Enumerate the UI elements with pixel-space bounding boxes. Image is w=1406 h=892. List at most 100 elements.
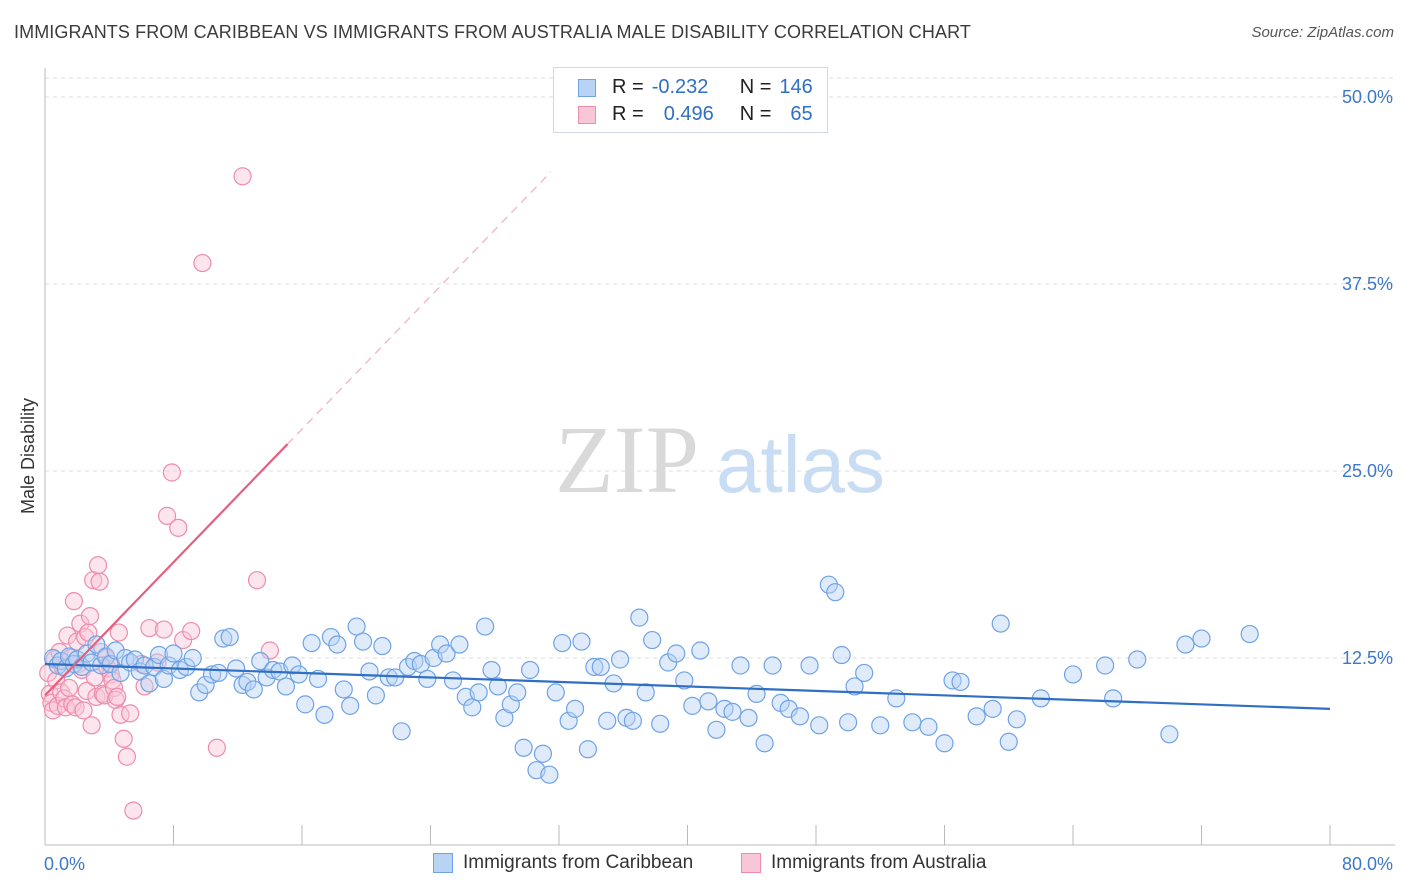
data-point-caribbean: [667, 644, 686, 663]
data-point-caribbean: [572, 632, 591, 651]
data-point-caribbean: [723, 702, 742, 721]
data-point-caribbean: [296, 695, 315, 714]
data-point-australia: [111, 705, 130, 724]
data-point-caribbean: [790, 707, 810, 726]
data-point-caribbean: [283, 656, 302, 675]
data-point-caribbean: [903, 713, 922, 732]
data-point-caribbean: [845, 677, 864, 696]
data-point-caribbean: [935, 734, 954, 753]
data-point-caribbean: [643, 630, 662, 650]
data-point-australia: [82, 716, 101, 735]
data-point-caribbean: [353, 632, 373, 651]
trend-line-australia-extension: [287, 171, 552, 445]
data-point-caribbean: [159, 656, 178, 675]
data-point-caribbean: [463, 698, 482, 717]
data-point-caribbean: [379, 668, 398, 687]
y-tick-label: 37.5%: [1342, 274, 1393, 294]
data-point-caribbean: [591, 657, 610, 677]
data-point-caribbean: [855, 663, 874, 683]
data-point-caribbean: [392, 722, 411, 741]
data-point-caribbean: [810, 716, 829, 735]
trend-line-caribbean: [44, 662, 1331, 710]
data-point-caribbean: [154, 669, 173, 689]
data-point-caribbean: [431, 635, 450, 654]
data-point-caribbean: [437, 644, 456, 663]
data-point-caribbean: [289, 665, 308, 684]
watermark-zip: ZIP: [555, 406, 699, 513]
data-point-caribbean: [763, 656, 782, 675]
data-point-australia: [157, 506, 177, 525]
x-tick-labels: 0.0% 80.0%: [44, 854, 1393, 874]
legend-label-caribbean: Immigrants from Caribbean: [463, 852, 694, 873]
data-point-caribbean: [839, 713, 858, 732]
data-point-australia: [140, 618, 159, 638]
data-point-caribbean: [190, 683, 209, 702]
y-tick-labels: 12.5% 25.0% 37.5% 50.0%: [1342, 87, 1393, 668]
data-point-australia: [90, 572, 109, 591]
data-point-caribbean: [800, 656, 819, 675]
data-point-caribbean: [450, 635, 469, 654]
data-point-australia: [154, 620, 173, 639]
x-tick-label: 80.0%: [1342, 854, 1393, 874]
data-point-caribbean: [334, 680, 353, 699]
data-point-caribbean: [508, 683, 527, 702]
data-point-australia: [114, 729, 133, 748]
data-point-caribbean: [1063, 665, 1083, 684]
data-point-caribbean: [140, 674, 159, 693]
data-point-caribbean: [209, 663, 228, 683]
data-point-caribbean: [683, 696, 702, 715]
data-point-caribbean: [135, 656, 154, 675]
data-point-australia: [58, 626, 77, 645]
data-point-caribbean: [366, 686, 385, 705]
data-point-caribbean: [214, 629, 233, 648]
data-point-caribbean: [302, 633, 321, 653]
data-point-caribbean: [819, 575, 838, 594]
data-point-caribbean: [1240, 624, 1259, 644]
stats-box: R = -0.232 N = 146 R = 0.496 N = 65: [553, 67, 828, 133]
data-point-caribbean: [220, 627, 239, 647]
data-point-caribbean: [919, 717, 938, 736]
data-point-caribbean: [598, 711, 617, 730]
data-point-caribbean: [106, 641, 125, 660]
stats-n-label: N =: [739, 103, 772, 125]
data-point-caribbean: [1007, 710, 1026, 729]
trend-lines: [44, 171, 1331, 710]
data-point-caribbean: [991, 614, 1010, 633]
data-point-caribbean: [967, 707, 986, 726]
series-australia-points: [39, 167, 279, 820]
data-point-caribbean: [871, 716, 890, 735]
data-point-caribbean: [443, 671, 463, 690]
y-tick-label: 50.0%: [1342, 87, 1393, 107]
series-caribbean-points: [43, 575, 1259, 784]
data-point-australia: [207, 738, 226, 757]
data-point-caribbean: [1160, 725, 1179, 744]
chart-title: IMMIGRANTS FROM CARIBBEAN VS IMMIGRANTS …: [14, 22, 971, 42]
data-point-australia: [64, 592, 84, 611]
data-point-caribbean: [177, 657, 196, 677]
data-point-caribbean: [578, 740, 598, 759]
data-point-caribbean: [699, 692, 718, 711]
data-point-caribbean: [630, 608, 649, 627]
legend-swatch-australia: [741, 853, 761, 873]
data-point-australia: [117, 747, 137, 766]
data-point-caribbean: [476, 617, 495, 636]
data-point-caribbean: [1176, 635, 1195, 654]
data-point-caribbean: [832, 645, 851, 665]
stats-n-value: 146: [779, 76, 813, 98]
data-point-caribbean: [707, 720, 726, 739]
stats-row-caribbean: R = -0.232 N = 146: [578, 76, 813, 99]
data-point-caribbean: [482, 660, 501, 680]
data-point-caribbean: [553, 633, 572, 653]
data-point-caribbean: [87, 635, 106, 654]
axes: [44, 68, 1395, 846]
data-point-caribbean: [514, 738, 533, 757]
data-point-caribbean: [739, 708, 758, 727]
data-point-caribbean: [585, 657, 604, 677]
x-tick-label: 0.0%: [44, 854, 85, 874]
stats-n-value: 65: [790, 103, 813, 125]
data-point-caribbean: [315, 705, 334, 724]
data-point-caribbean: [651, 714, 670, 733]
data-point-caribbean: [533, 744, 553, 763]
data-point-caribbean: [328, 635, 347, 654]
